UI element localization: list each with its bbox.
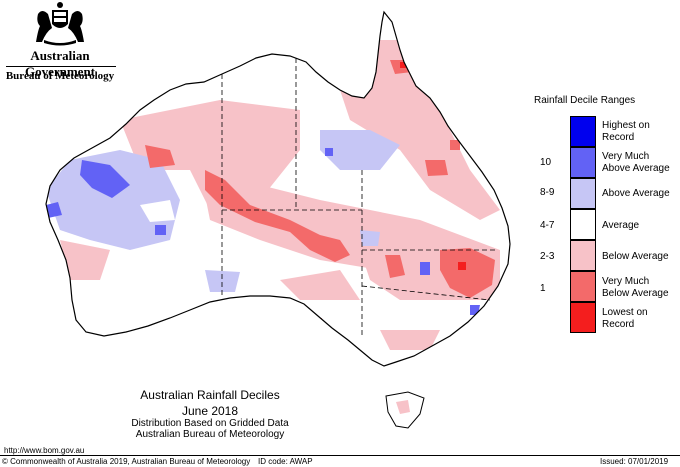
legend-swatch-average bbox=[570, 209, 596, 240]
legend-swatch-lowest bbox=[570, 302, 596, 333]
government-name: Australian Government bbox=[24, 48, 96, 79]
legend-swatch-above bbox=[570, 178, 596, 209]
footer-issued: Issued: 07/01/2019 bbox=[600, 457, 669, 466]
coat-of-arms-icon bbox=[36, 2, 84, 46]
legend-swatch-very-much-below bbox=[570, 271, 596, 302]
legend-label-highest: Highest on Record bbox=[602, 120, 650, 143]
map-title: Australian Rainfall Deciles bbox=[140, 388, 280, 402]
coastline bbox=[45, 10, 511, 367]
legend-label-above: Above Average bbox=[602, 188, 670, 199]
government-logo: Australian Government Bureau of Meteorol… bbox=[0, 0, 120, 82]
map-subtitle-method: Distribution Based on Gridded Data bbox=[131, 418, 289, 429]
legend-label-very-much-below: Very Much Below Average bbox=[602, 276, 669, 299]
legend-range-4-7: 4-7 bbox=[540, 220, 555, 231]
footer-copyright: © Commonwealth of Australia 2019, Austra… bbox=[2, 457, 251, 466]
legend-swatch-below bbox=[570, 240, 596, 271]
map-period: June 2018 bbox=[181, 404, 239, 418]
bureau-name: Bureau of Meteorology bbox=[5, 70, 115, 82]
legend-range-1: 1 bbox=[540, 283, 546, 294]
legend-label-average: Average bbox=[602, 220, 640, 231]
legend-label-very-much-above: Very Much Above Average bbox=[602, 151, 670, 174]
legend-range-2-3: 2-3 bbox=[540, 251, 555, 262]
legend-swatch-very-much-above bbox=[570, 147, 596, 178]
legend-swatch-highest bbox=[570, 116, 596, 147]
map-subtitle-source: Australian Bureau of Meteorology bbox=[135, 429, 285, 440]
footer-id-code: ID code: AWAP bbox=[258, 457, 313, 466]
legend-label-below: Below Average bbox=[602, 251, 669, 262]
state-borders bbox=[221, 58, 498, 336]
legend-label-lowest: Lowest on Record bbox=[602, 307, 648, 330]
map-title-block: Australian Rainfall Deciles June 2018 Di… bbox=[120, 388, 300, 440]
header-divider bbox=[6, 66, 116, 67]
legend-title: Rainfall Decile Ranges bbox=[534, 95, 636, 106]
legend-range-8-9: 8-9 bbox=[540, 187, 555, 198]
legend-range-10: 10 bbox=[540, 157, 552, 168]
footer-divider bbox=[0, 455, 680, 456]
footer-url[interactable]: http://www.bom.gov.au bbox=[4, 446, 85, 455]
